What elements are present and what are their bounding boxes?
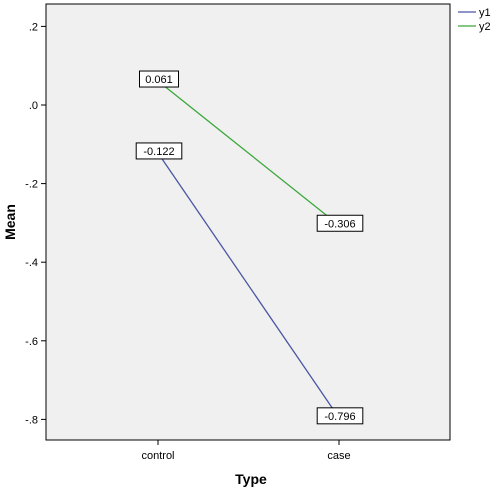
series-line-y1 xyxy=(157,152,340,419)
x-axis: control case xyxy=(141,440,351,462)
y-tick-label: -.2 xyxy=(25,179,38,191)
y-tick-label: -.4 xyxy=(25,257,38,269)
legend-label: y1 xyxy=(479,7,491,19)
data-label-box xyxy=(139,70,179,88)
data-label-text: -0.796 xyxy=(324,411,355,423)
y-tick-label: .0 xyxy=(29,100,38,112)
data-label-text: -0.306 xyxy=(324,218,355,230)
series-lines xyxy=(157,80,340,419)
data-label-box xyxy=(316,214,364,232)
y-tick-label: -.8 xyxy=(25,414,38,426)
data-label: -0.306 xyxy=(316,214,364,232)
x-axis-title: Type xyxy=(235,471,267,487)
y-tick-label: .2 xyxy=(29,21,38,33)
y-axis: .2 .0 -.2 -.4 -.6 -.8 xyxy=(25,21,46,426)
data-label: -0.122 xyxy=(135,142,183,160)
x-tick-label: control xyxy=(141,450,174,462)
legend-label: y2 xyxy=(479,21,491,33)
data-label-text: -0.122 xyxy=(143,146,174,158)
data-label-text: 0.061 xyxy=(145,74,173,86)
series-line-y2 xyxy=(157,80,340,226)
data-label-box xyxy=(316,407,364,425)
x-tick-label: case xyxy=(327,450,350,462)
plot-area xyxy=(45,3,451,441)
y-tick-label: -.6 xyxy=(25,336,38,348)
data-label-box xyxy=(135,142,183,160)
data-labels: 0.061 -0.306 -0.122 -0.796 xyxy=(135,70,364,425)
data-label: -0.796 xyxy=(316,407,364,425)
y-axis-title: Mean xyxy=(2,204,18,240)
data-label: 0.061 xyxy=(139,70,179,88)
